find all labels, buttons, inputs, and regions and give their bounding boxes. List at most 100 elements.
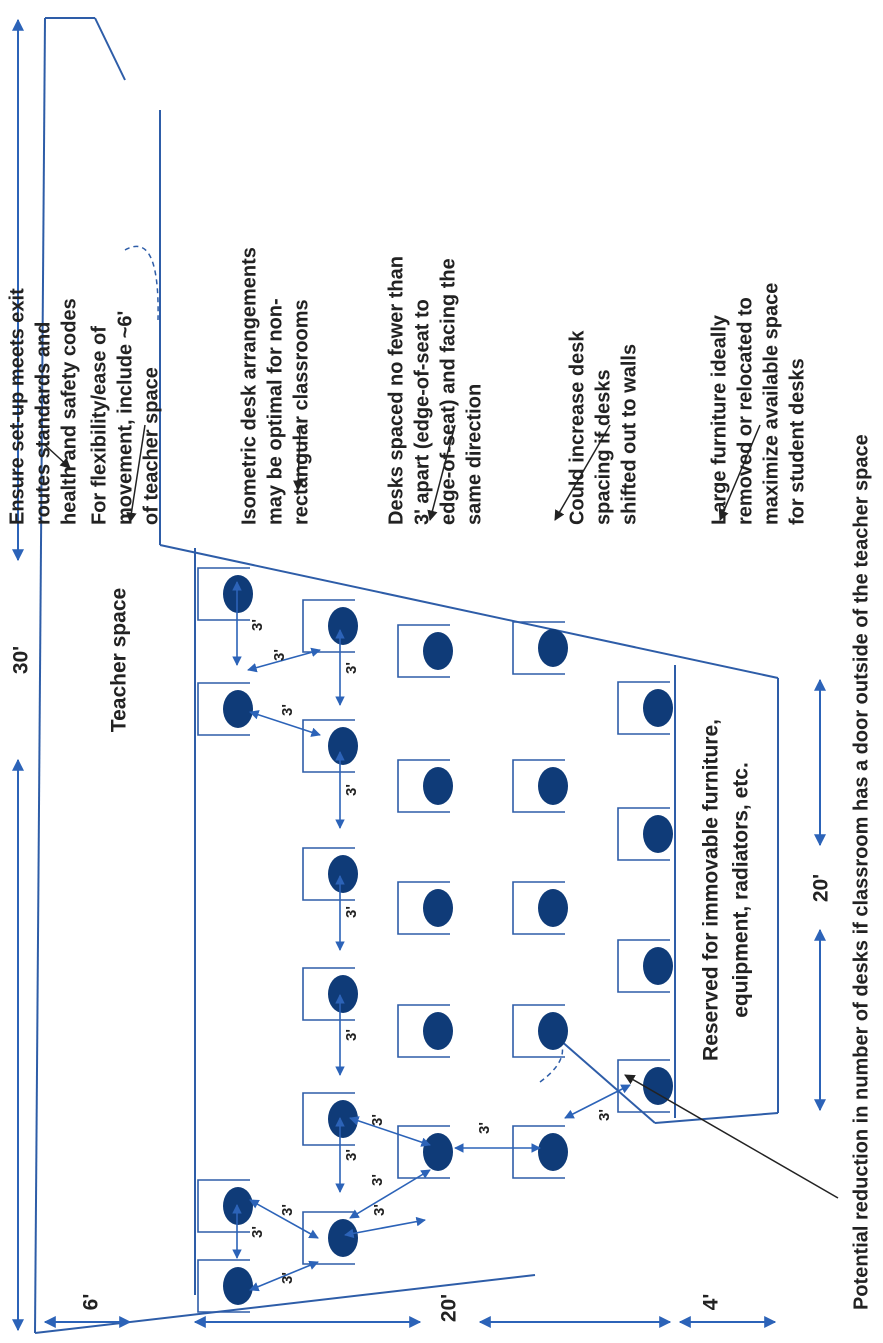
annotation-pointer-arrow (718, 424, 761, 521)
spacing-label: 3' (271, 649, 288, 661)
spacing-label: 3' (596, 1109, 613, 1121)
wall-bottom-right (654, 1112, 779, 1124)
spacing-label: 3' (279, 704, 296, 716)
annotation-note: Desks spaced no fewer than 3' apart (edge… (385, 256, 485, 525)
student-seat (423, 1012, 453, 1050)
student-seat (643, 947, 673, 985)
spacing-label: 3' (369, 1174, 386, 1186)
desk-outline (197, 1179, 250, 1233)
spacing-label: 3' (343, 906, 360, 918)
student-desk (512, 1125, 568, 1179)
annotation-pointer-arrow (554, 424, 611, 521)
annotation-note-line: 3' apart (edge-of-seat to (411, 299, 433, 525)
student-seat (643, 1067, 673, 1105)
spacing-label: 3' (249, 1226, 266, 1238)
desk-outline (512, 881, 565, 935)
annotation-note-line: rectangular classrooms (290, 299, 312, 525)
spacing-label: 3' (371, 1204, 388, 1216)
room-labels: Teacher space Reserved for immovable furn… (108, 588, 753, 1061)
student-desk (302, 847, 358, 901)
desk-outline (302, 719, 355, 773)
student-seat (423, 889, 453, 927)
spacing-label: 3' (279, 1272, 296, 1284)
student-desk (512, 881, 568, 935)
student-desk (197, 1259, 253, 1313)
student-desk (397, 1125, 453, 1179)
student-desk (397, 1004, 453, 1058)
student-seat (423, 767, 453, 805)
annotation-note-line: Isometric desk arrangements (238, 247, 260, 525)
annotation-note-line: Ensure set-up meets exit (6, 288, 28, 525)
student-seat (538, 889, 568, 927)
annotation-note-line: For flexibility/ease of (88, 326, 110, 525)
desk-outline (197, 567, 250, 621)
room-walls (34, 17, 779, 1334)
desk-outline (617, 939, 670, 993)
annotation-note: For flexibility/ease of movement, include… (88, 311, 162, 525)
annotation-note-line: shifted out to walls (618, 344, 640, 525)
student-desk (397, 881, 453, 935)
student-desk (302, 1211, 358, 1265)
desk-outline (512, 621, 565, 675)
annotation-note-line: maximize available space (760, 283, 782, 525)
teacher-space-label: Teacher space (108, 588, 131, 732)
wall-right (159, 544, 779, 679)
annotation-note-line: spacing if desks (592, 369, 614, 525)
wall-front (34, 17, 46, 1334)
spacing-label: 3' (476, 1122, 493, 1134)
spacing-arrows: 3' 3' 3' 3' 3' 3' 3' 3' 3' 3' 3' 3' 3' 3' 3' 3' (232, 581, 631, 1292)
spacing-arrow (349, 1116, 431, 1147)
desk-outline (197, 1259, 250, 1313)
desk-outline (512, 759, 565, 813)
spacing-label: 3' (343, 784, 360, 796)
student-desk (512, 1004, 568, 1058)
spacing-arrow (249, 1199, 319, 1239)
student-seat (223, 1267, 253, 1305)
desk-outline (397, 881, 450, 935)
desk-outline (512, 1004, 565, 1058)
desk-outline (397, 759, 450, 813)
annotation-note-line: Potential reduction in number of desks i… (850, 434, 872, 1310)
annotation-note-line: Could increase desk (566, 330, 588, 525)
annotation-pointer-arrow (44, 444, 71, 469)
student-desk (512, 621, 568, 675)
annotation-note-line: Large furniture ideally (708, 314, 730, 525)
annotation-note: Isometric desk arrangements may be optima… (238, 247, 312, 525)
spacing-label: 3' (249, 619, 266, 631)
desk-outline (397, 624, 450, 678)
student-desk (512, 759, 568, 813)
annotation-note: Large furniture ideally removed or reloca… (708, 283, 808, 525)
student-seat (643, 689, 673, 727)
annotation-note-line: movement, include ~6' (114, 311, 136, 525)
annotation-note-line: same direction (463, 384, 485, 525)
student-seat (423, 1133, 453, 1171)
spacing-label: 3' (343, 1149, 360, 1161)
spacing-label: 3' (369, 1114, 386, 1126)
annotation-note-line: may be optimal for non- (264, 298, 286, 525)
annotation-pointer-arrow (427, 424, 456, 522)
student-seat (223, 575, 253, 613)
student-seat (328, 607, 358, 645)
dim-back-width-label: 20' (810, 874, 833, 902)
desk-outline (397, 1004, 450, 1058)
student-desk (302, 599, 358, 653)
student-desk (197, 1179, 253, 1233)
student-seat (328, 1219, 358, 1257)
student-desk (302, 1092, 358, 1146)
student-desk (302, 719, 358, 773)
student-desks (197, 567, 673, 1313)
desk-outline (302, 1092, 355, 1146)
desk-outline (302, 967, 355, 1021)
annotation-pointers (44, 424, 839, 1199)
dim-desk-depth-label: 20' (438, 1294, 461, 1322)
spacing-label: 3' (279, 1204, 296, 1216)
annotation-note-line: of teacher space (140, 367, 162, 525)
student-seat (643, 815, 673, 853)
student-desk (617, 681, 673, 735)
spacing-arrow (349, 1169, 431, 1219)
annotation-pointer-arrow (126, 424, 146, 524)
spacing-label: 3' (343, 1029, 360, 1041)
desk-outline (617, 807, 670, 861)
annotation-note-line: for student desks (786, 358, 808, 525)
